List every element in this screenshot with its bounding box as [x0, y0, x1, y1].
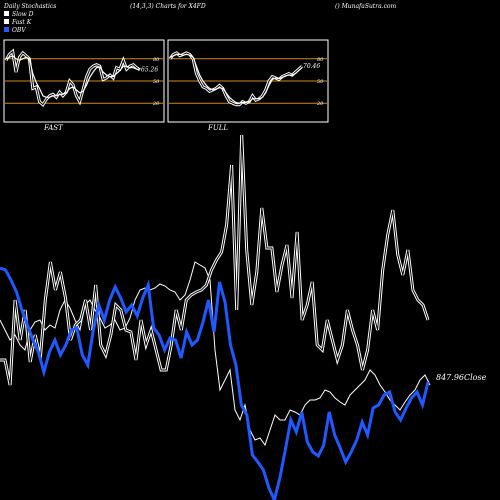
header-right: () MunafaSutra.com: [335, 3, 397, 10]
main-price-panel: 847.96Close: [0, 134, 487, 500]
fast-stochastic-panel: 80 50 20 65.26 FAST: [3, 39, 165, 132]
full-last-value-label: 70.46: [303, 63, 320, 70]
full-tick-20: 20: [316, 101, 324, 107]
legend-swatch-slow-d: [4, 11, 9, 16]
fast-d-series-line: [5, 55, 140, 98]
fast-tick-50: 50: [153, 79, 160, 85]
legend-swatch-obv: [4, 27, 9, 32]
legend-swatch-fast-k: [4, 19, 9, 24]
stoch-series-inner: [0, 134, 429, 386]
legend-label-slow-d: Slow D: [12, 11, 34, 18]
header-center: (14,3,3) Charts for X4FD: [130, 3, 206, 10]
close-value-label: 847.96Close: [436, 373, 487, 382]
header-left: Daily Stochastics: [3, 3, 56, 10]
fast-tick-80: 80: [153, 57, 160, 63]
obv-series-line: [0, 266, 430, 500]
full-d-series-line: [169, 53, 303, 104]
fast-panel-title: FAST: [43, 124, 64, 132]
fast-last-value-label: 65.26: [141, 67, 158, 74]
price-series-line: [0, 261, 431, 447]
fast-tick-20: 20: [152, 101, 160, 107]
legend-label-obv: OBV: [12, 27, 26, 34]
full-tick-80: 80: [317, 57, 324, 63]
full-tick-50: 50: [317, 79, 324, 85]
full-panel-title: FULL: [207, 124, 228, 132]
full-stochastic-panel: 80 50 20 70.46 FULL: [167, 39, 329, 132]
legend-label-fast-k: Fast K: [11, 19, 32, 26]
